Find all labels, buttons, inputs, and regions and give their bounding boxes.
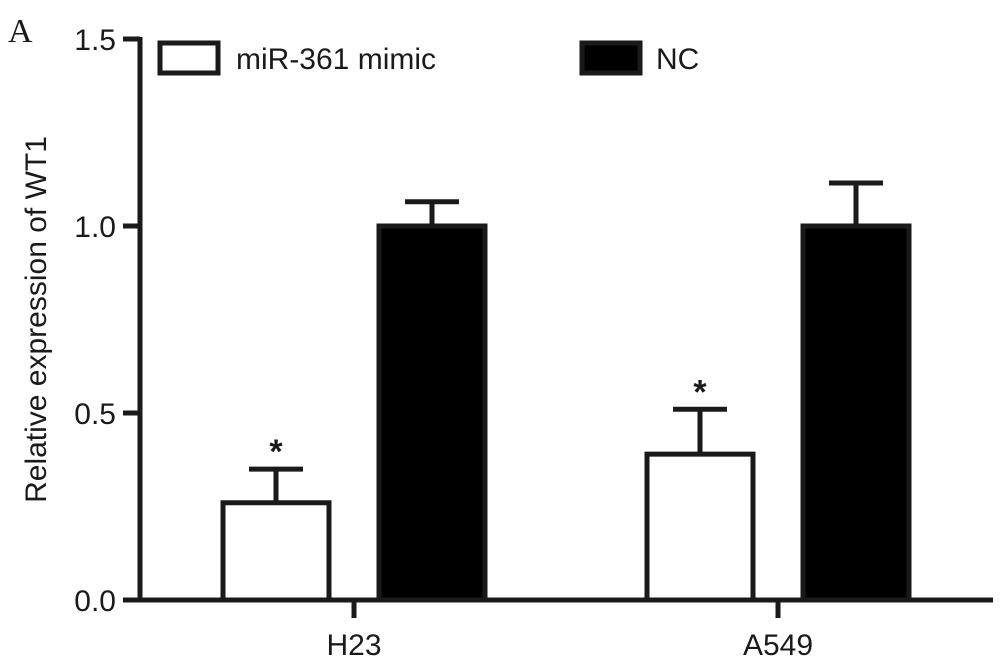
legend-swatch-nc (579, 40, 643, 76)
bar-nc-a549 (800, 223, 912, 603)
x-tick-label: H23 (326, 629, 381, 662)
significance-marker: * (693, 373, 707, 411)
bar-mimic-h23 (220, 500, 332, 603)
y-tick-label: 1.0 (74, 211, 116, 244)
y-tick-label: 0.5 (74, 398, 116, 431)
y-tick-label: 0.0 (74, 585, 116, 618)
bar-mimic-a549 (644, 451, 756, 603)
bar-nc-h23 (376, 223, 488, 603)
panel-label: A (8, 13, 33, 50)
significance-marker: * (269, 433, 283, 471)
legend-label-nc: NC (656, 43, 699, 76)
plot-area: 0.0 0.5 1.0 1.5 Relative expression of WT1 H2… (20, 24, 993, 662)
y-tick-label: 1.5 (74, 24, 116, 57)
legend-swatch-mimic (157, 40, 221, 76)
legend-label-mimic: miR-361 mimic (236, 43, 436, 76)
x-tick-label: A549 (743, 629, 813, 662)
y-axis-label: Relative expression of WT1 (20, 136, 53, 503)
